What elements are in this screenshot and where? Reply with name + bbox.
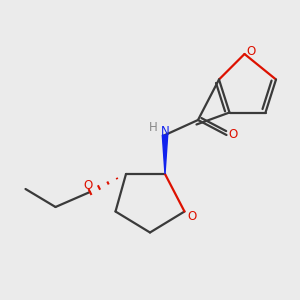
Text: N: N: [161, 125, 170, 138]
Polygon shape: [162, 135, 168, 174]
Text: O: O: [84, 179, 93, 192]
Text: O: O: [188, 210, 196, 224]
Text: O: O: [229, 128, 238, 142]
Text: O: O: [247, 45, 256, 58]
Text: H: H: [149, 121, 158, 134]
